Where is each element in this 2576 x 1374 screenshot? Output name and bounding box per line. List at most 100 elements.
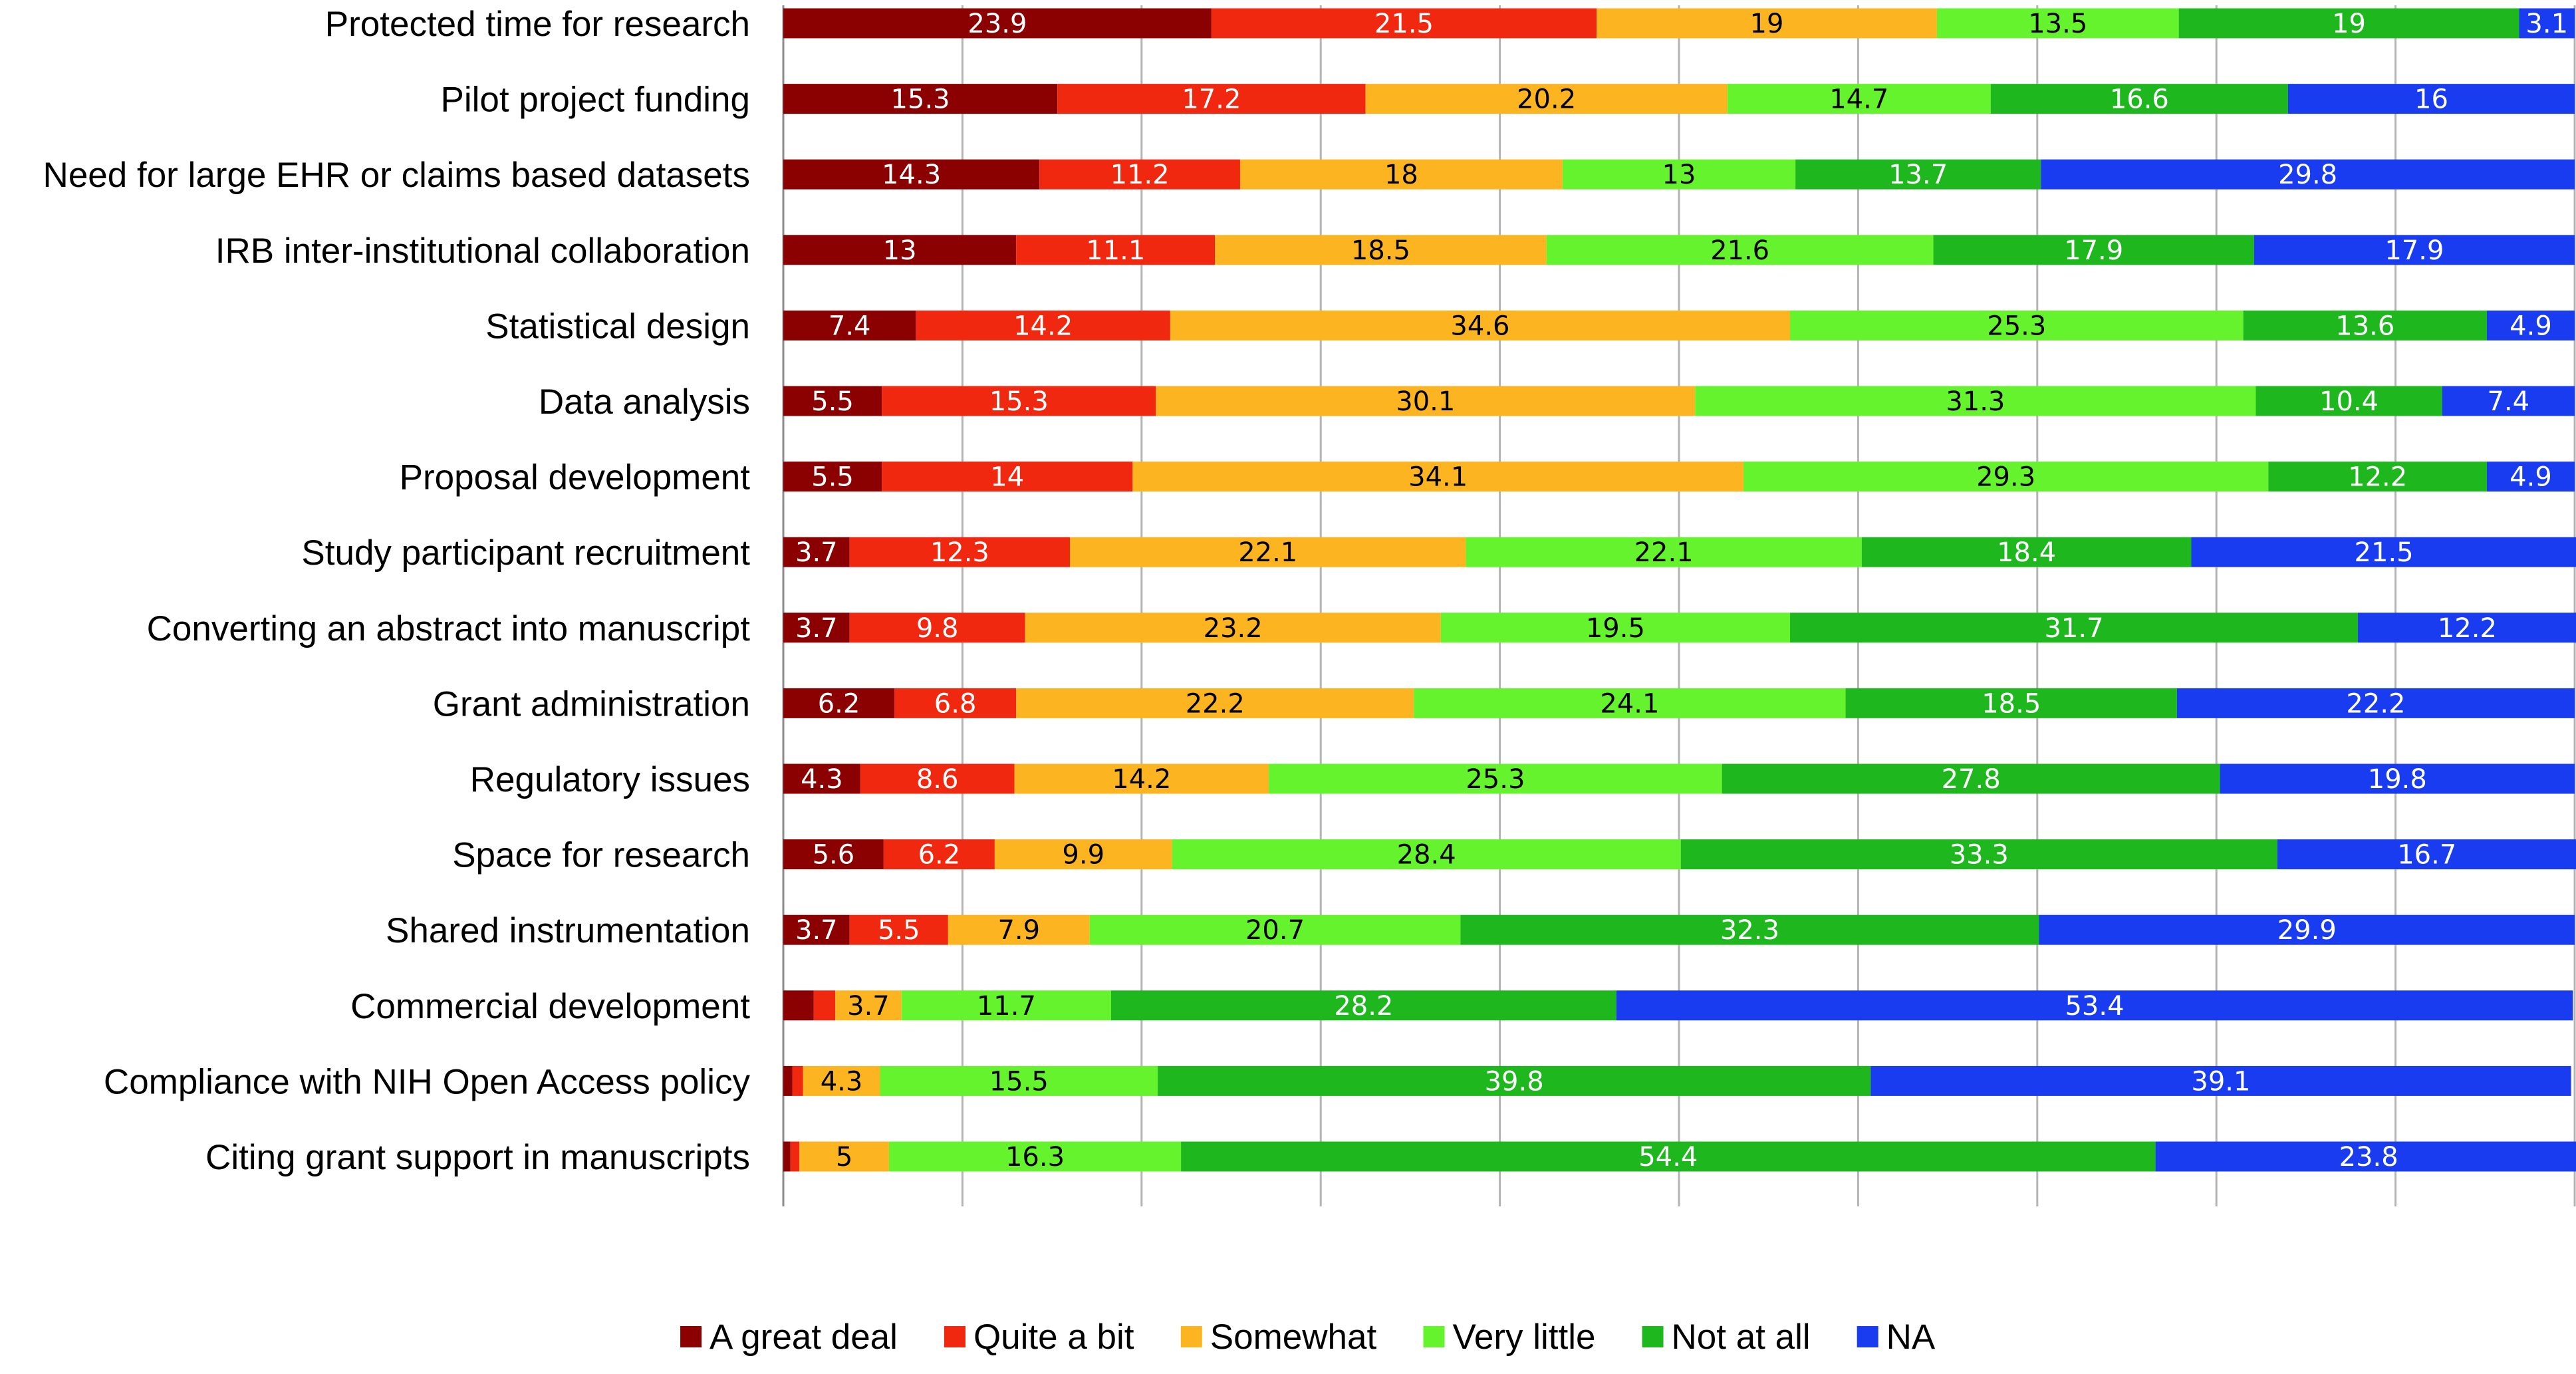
data-label: 4.3 (821, 1066, 863, 1097)
data-label: 19.5 (1586, 613, 1645, 644)
bar-segment (1845, 688, 2177, 718)
legend-swatch (944, 1326, 966, 1347)
data-label: 28.2 (1334, 991, 1393, 1022)
bar-segment (1057, 84, 1366, 114)
bar-segment (783, 462, 882, 492)
bar-segment (1466, 537, 1862, 567)
data-label: 14 (990, 462, 1024, 493)
data-label: 21.5 (2355, 537, 2414, 568)
data-label: 13.7 (1888, 160, 1948, 190)
bar-segment (1156, 386, 1696, 416)
data-label: 6.8 (934, 688, 977, 719)
data-label: 4.9 (2510, 311, 2552, 341)
data-label: 22.1 (1238, 537, 1297, 568)
bar-segment (1870, 1065, 2571, 1096)
data-label: 12.2 (2348, 462, 2407, 493)
bar-segment (1181, 1141, 2156, 1172)
category-label: Study participant recruitment (301, 533, 750, 573)
bar-segment (2277, 839, 2576, 870)
bar-segment (1025, 613, 1441, 643)
data-label: 28.4 (1397, 840, 1456, 871)
data-label: 13.5 (2028, 9, 2087, 39)
legend: A great deal Quite a bit Somewhat Very litt… (680, 1317, 1936, 1357)
data-label: 20.7 (1245, 915, 1305, 946)
bar-segment (783, 839, 884, 870)
bar-segment (783, 990, 814, 1021)
legend-swatch (1857, 1326, 1878, 1347)
data-label: 3.1 (2525, 9, 2568, 39)
category-label: Shared instrumentation (386, 911, 750, 950)
bar-segment (1215, 235, 1547, 265)
bar-segment (783, 235, 1017, 265)
data-label: 54.4 (1638, 1142, 1698, 1172)
bar-segment (1132, 462, 1743, 492)
bar-segment (2519, 8, 2575, 39)
data-label: 6.2 (818, 688, 860, 719)
bar-segment (849, 914, 948, 945)
legend-label: Not at all (1672, 1317, 1811, 1357)
bar-segment (880, 1065, 1158, 1096)
data-label: 8.6 (916, 764, 959, 795)
data-label: 25.3 (1466, 764, 1525, 795)
bar-segment (783, 159, 1040, 190)
data-label: 34.1 (1408, 462, 1468, 493)
bar-segment (916, 310, 1170, 341)
bar-segment (783, 914, 850, 945)
data-label: 24.1 (1600, 688, 1659, 719)
data-label: 11.2 (1110, 160, 1170, 190)
data-label: 16.6 (2110, 84, 2169, 115)
data-label: 12.2 (2438, 613, 2497, 644)
bar-segment (1239, 159, 1563, 190)
data-label: 29.3 (1976, 462, 2035, 493)
data-label: 3.7 (795, 613, 838, 644)
bar-segment (1695, 386, 2256, 416)
bar-segment (2176, 688, 2575, 718)
bar-segment (1680, 839, 2277, 870)
data-label: 14.2 (1112, 764, 1171, 795)
bar-segment (1170, 310, 1791, 341)
data-label: 5.6 (813, 840, 855, 871)
data-label: 13 (1662, 160, 1696, 190)
category-label: Regulatory issues (470, 760, 750, 799)
data-label: 21.5 (1374, 9, 1434, 39)
data-label: 3.7 (847, 991, 890, 1022)
bar-segment (888, 1141, 1182, 1172)
data-label: 22.1 (1634, 537, 1694, 568)
data-label: 19 (2332, 9, 2366, 39)
category-label: Grant administration (433, 684, 750, 724)
data-label: 17.9 (2384, 235, 2444, 266)
data-label: 22.2 (1186, 688, 1245, 719)
data-label: 7.4 (829, 311, 871, 341)
data-label: 15.3 (989, 386, 1049, 417)
bar-segment (783, 537, 850, 567)
category-label: IRB inter-institutional collaboration (215, 231, 750, 271)
bar-segment (2039, 914, 2575, 945)
data-label: 7.4 (2488, 386, 2530, 417)
data-label: 14.7 (1829, 84, 1888, 115)
data-label: 15.3 (891, 84, 950, 115)
data-label: 5.5 (811, 462, 854, 493)
bar-segment (1111, 990, 1616, 1021)
bar-segment (849, 537, 1071, 567)
category-label: Statistical design (485, 307, 750, 346)
data-label: 32.3 (1720, 915, 1779, 946)
bar-segment (783, 8, 1212, 39)
data-label: 5.5 (811, 386, 854, 417)
data-label: 33.3 (1950, 840, 2009, 871)
bar-segment (1743, 462, 2269, 492)
bar-segment (1861, 537, 2192, 567)
data-label: 15.5 (989, 1066, 1049, 1097)
data-label: 18 (1384, 160, 1418, 190)
bar-segment (2287, 84, 2575, 114)
bar-segment (783, 1065, 793, 1096)
legend-label: A great deal (709, 1317, 898, 1357)
data-label: 23.2 (1204, 613, 1263, 644)
bar-segment (1795, 159, 2041, 190)
data-label: 14.2 (1013, 311, 1073, 341)
bar-segment (783, 1141, 791, 1172)
bar-segment (2191, 537, 2576, 567)
bars: 23.9 21.5 19 13.5 19 3.1 15.3 17.2 20.2 14.7 16.6 1… (783, 8, 2576, 1172)
bar-segment (1269, 763, 1722, 794)
legend-label: Quite a bit (973, 1317, 1134, 1357)
data-label: 13.6 (2335, 311, 2394, 341)
